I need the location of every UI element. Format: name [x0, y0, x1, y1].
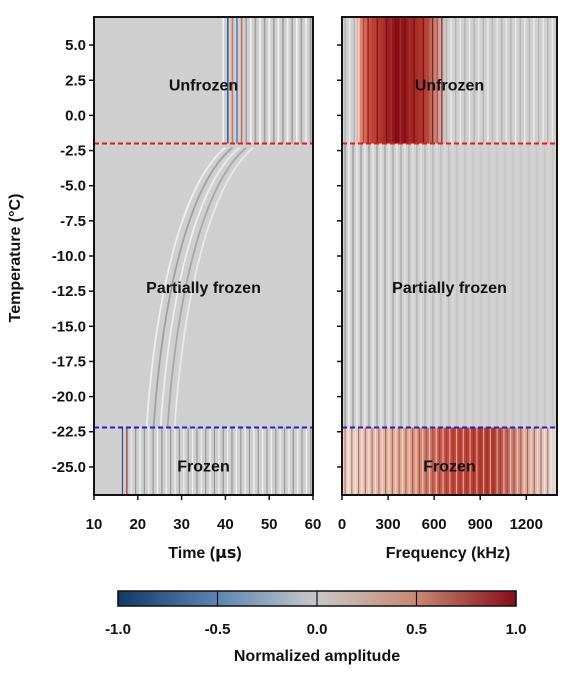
region-label: Unfrozen — [169, 77, 238, 94]
temperature-axis-label: Temperature (°C) — [7, 194, 24, 323]
temperature-axis: 5.0 2.5 0.0 -2.5 -5.0 -7.5 -10.0 -12.5 -15.0 -17.… — [52, 37, 94, 476]
x-tick-label: 60 — [305, 516, 322, 533]
x-tick-label: 600 — [422, 516, 447, 533]
time-panel: Unfrozen Partially frozen Frozen 5.0 2.5 0.0… — [52, 16, 322, 533]
x-tick-label: 0 — [338, 516, 346, 533]
time-panel-region-labels: Unfrozen Partially frozen Frozen — [146, 77, 261, 475]
region-label: Frozen — [423, 458, 475, 475]
region-label: Partially frozen — [146, 280, 261, 297]
y-tick-label: -15.0 — [52, 318, 86, 335]
y-tick-label: -7.5 — [60, 213, 86, 230]
colorbar-ticks: -1.0 -0.5 0.0 0.5 1.0 — [105, 591, 526, 638]
colorbar-label: Normalized amplitude — [234, 648, 400, 665]
x-tick-label: 1200 — [510, 516, 543, 533]
x-tick-label: 10 — [86, 516, 103, 533]
arrival-curve — [166, 146, 247, 428]
x-tick-label: 50 — [261, 516, 278, 533]
colorbar-tick-label: 1.0 — [506, 621, 527, 638]
y-tick-label: -20.0 — [52, 389, 86, 406]
time-axis: 10 20 30 40 50 60 — [86, 495, 322, 533]
y-tick-label: -12.5 — [52, 283, 86, 300]
frequency-axis: 0 300 600 900 1200 — [337, 44, 543, 533]
arrival-curve — [152, 146, 233, 428]
region-label: Unfrozen — [415, 77, 484, 94]
y-tick-label: 5.0 — [65, 37, 86, 54]
y-tick-label: -5.0 — [60, 178, 86, 195]
frequency-panel-spectrum — [342, 17, 557, 495]
time-axis-label: Time (μs) — [168, 543, 241, 562]
region-label: Partially frozen — [392, 280, 507, 297]
time-panel-background — [94, 17, 313, 495]
arrival-curve — [145, 146, 226, 428]
time-panel-wavefield — [121, 17, 312, 495]
x-tick-label: 40 — [217, 516, 234, 533]
y-tick-label: -10.0 — [52, 248, 86, 265]
colorbar-tick-label: 0.5 — [406, 621, 427, 638]
colorbar: -1.0 -0.5 0.0 0.5 1.0 Normalized amplitude — [105, 590, 526, 665]
colorbar-tick-label: 0.0 — [307, 621, 328, 638]
x-tick-label: 300 — [376, 516, 401, 533]
y-tick-label: -2.5 — [60, 143, 86, 160]
x-tick-label: 900 — [468, 516, 493, 533]
colorbar-tick-label: -1.0 — [105, 621, 131, 638]
y-tick-label: 0.0 — [65, 107, 86, 124]
frequency-panel-boundaries — [342, 142, 557, 429]
x-tick-label: 20 — [129, 516, 146, 533]
frequency-axis-label: Frequency (kHz) — [386, 545, 510, 562]
arrival-curve — [173, 146, 255, 428]
region-label: Frozen — [177, 458, 229, 475]
y-tick-label: -22.5 — [52, 424, 86, 441]
frequency-panel: Unfrozen Partially frozen Frozen 0 300 600 90… — [337, 16, 558, 533]
y-tick-label: 2.5 — [65, 72, 86, 89]
frequency-panel-region-labels: Unfrozen Partially frozen Frozen — [392, 77, 507, 475]
time-panel-boundaries — [94, 142, 313, 429]
y-tick-label: -25.0 — [52, 459, 86, 476]
x-tick-label: 30 — [173, 516, 190, 533]
y-tick-label: -17.5 — [52, 353, 86, 370]
colorbar-tick-label: -0.5 — [205, 621, 231, 638]
arrival-curve — [159, 146, 240, 428]
